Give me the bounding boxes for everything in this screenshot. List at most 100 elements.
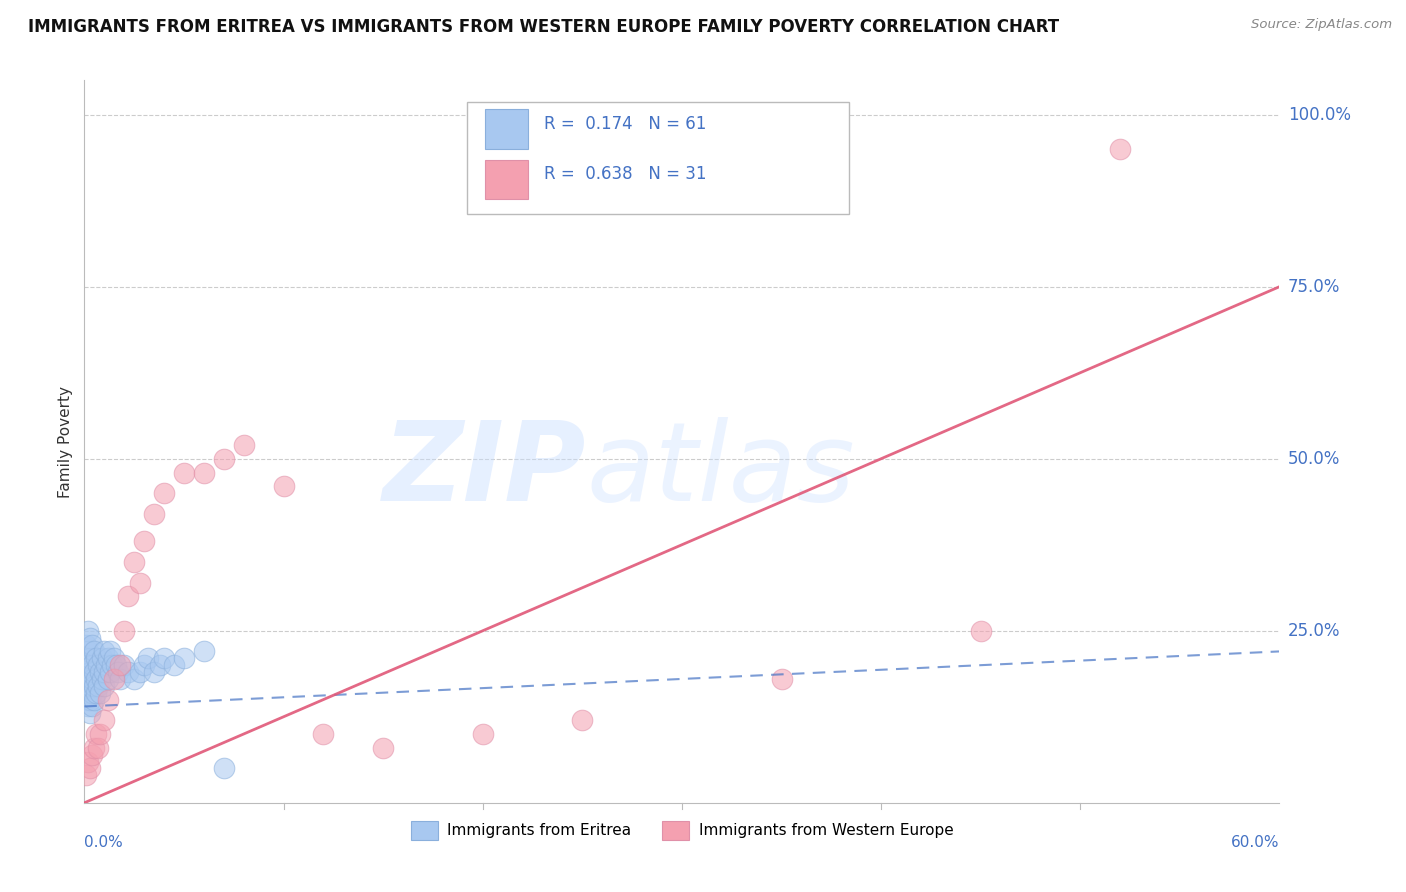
Point [79,692,101,706]
Point [193,644,215,658]
Point [122,555,145,569]
Point [117,665,139,679]
Point [79,651,101,665]
Point [193,466,215,480]
Point [77,686,100,700]
Point [86,686,108,700]
Point [96,658,118,673]
Point [77,644,100,658]
FancyBboxPatch shape [485,109,527,149]
Text: 75.0%: 75.0% [1288,277,1340,296]
Point [312,727,335,741]
Point [79,761,101,775]
Point [373,740,395,755]
Point [79,631,101,645]
Point [82,658,104,673]
Point [89,686,111,700]
Point [105,658,128,673]
Point [110,658,132,673]
Text: atlas: atlas [586,417,855,524]
Point [149,658,172,673]
Point [163,658,186,673]
Point [770,672,793,686]
Point [101,658,124,673]
Point [75,638,97,652]
Point [75,692,97,706]
Point [143,665,166,679]
Point [83,679,105,693]
Point [79,665,101,679]
Point [112,658,135,673]
Text: 60.0%: 60.0% [1232,835,1279,850]
Legend: Immigrants from Eritrea, Immigrants from Western Europe: Immigrants from Eritrea, Immigrants from… [405,815,959,846]
Point [79,679,101,693]
Point [77,624,100,638]
Point [75,768,97,782]
Point [97,692,120,706]
Point [212,451,235,466]
Point [83,692,105,706]
Text: ZIP: ZIP [382,417,586,524]
Point [1109,142,1132,156]
Point [970,624,993,638]
Point [212,761,235,775]
Point [77,658,100,673]
FancyBboxPatch shape [485,160,527,200]
Point [136,651,159,665]
Point [82,747,104,762]
Point [77,672,100,686]
Point [93,679,115,693]
Text: 0.0%: 0.0% [84,835,124,850]
Point [83,644,105,658]
Point [87,679,110,693]
Point [98,665,121,679]
Text: IMMIGRANTS FROM ERITREA VS IMMIGRANTS FROM WESTERN EUROPE FAMILY POVERTY CORRELA: IMMIGRANTS FROM ERITREA VS IMMIGRANTS FR… [28,18,1059,36]
Point [232,438,254,452]
Point [93,713,115,727]
Point [103,672,125,686]
Point [173,466,195,480]
Point [112,624,135,638]
Point [82,699,104,714]
Point [91,672,114,686]
Point [82,686,104,700]
Point [87,740,110,755]
Text: R =  0.638   N = 31: R = 0.638 N = 31 [544,165,707,183]
Text: 50.0%: 50.0% [1288,450,1340,467]
Point [75,651,97,665]
Point [471,727,494,741]
Point [153,651,176,665]
Point [132,658,156,673]
Text: 100.0%: 100.0% [1288,105,1351,124]
Point [86,672,108,686]
Point [79,706,101,721]
Point [82,672,104,686]
Point [75,665,97,679]
Point [129,665,152,679]
Point [77,755,100,769]
FancyBboxPatch shape [467,102,849,214]
Point [173,651,195,665]
Point [86,651,108,665]
Text: Source: ZipAtlas.com: Source: ZipAtlas.com [1251,18,1392,31]
Point [89,665,111,679]
Point [273,479,295,493]
Point [93,644,115,658]
Text: R =  0.174   N = 61: R = 0.174 N = 61 [544,115,707,133]
Point [93,665,115,679]
Point [132,534,156,549]
Point [97,651,120,665]
Point [110,672,132,686]
Point [87,658,110,673]
Point [571,713,593,727]
Point [117,590,139,604]
Point [83,740,105,755]
Point [103,651,125,665]
Point [122,672,145,686]
Point [83,665,105,679]
Point [89,727,111,741]
Point [98,644,121,658]
Point [153,486,176,500]
Point [97,672,120,686]
Point [75,679,97,693]
